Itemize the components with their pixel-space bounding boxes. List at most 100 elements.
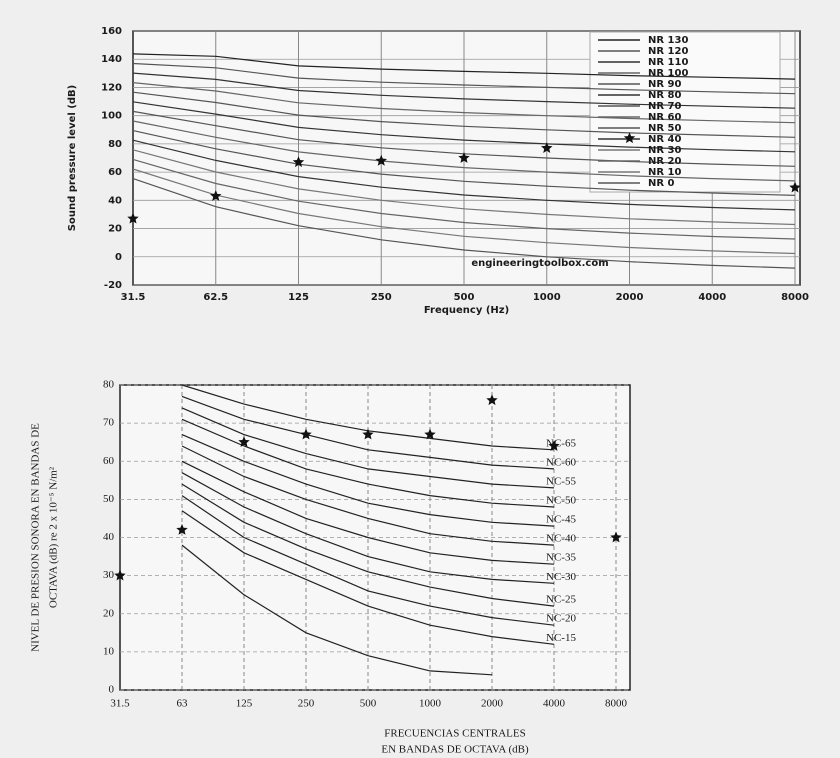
measured-point <box>238 436 250 447</box>
y-tick-label: 0 <box>109 684 115 696</box>
curve-label: NC-40 <box>546 533 576 545</box>
x-tick-label: 62.5 <box>203 292 228 303</box>
curve-label: NC-65 <box>546 437 576 449</box>
x-tick-label: 8000 <box>781 292 809 303</box>
x-axis-label: Frequency (Hz) <box>424 305 509 316</box>
x-tick-label: 250 <box>371 292 392 303</box>
legend-label: NR 90 <box>648 79 682 90</box>
curve <box>181 510 555 645</box>
measured-point <box>375 154 387 166</box>
curve-label: NC-30 <box>546 571 576 583</box>
legend-label: NR 50 <box>648 123 682 134</box>
x-tick-label: 250 <box>298 698 315 710</box>
x-tick-label: 4000 <box>698 292 726 303</box>
measured-point <box>176 523 188 535</box>
curve-label: NC-45 <box>546 514 576 526</box>
y-tick-label: 50 <box>103 493 115 505</box>
y-tick-label: 70 <box>103 417 115 429</box>
measured-point <box>210 190 222 201</box>
y-tick-label: 160 <box>101 26 122 37</box>
curve <box>132 130 796 196</box>
x-tick-label: 2000 <box>616 292 644 303</box>
curve <box>132 53 796 80</box>
x-tick-label: 31.5 <box>121 292 146 303</box>
y-tick-label: 20 <box>108 224 122 235</box>
measured-point <box>114 569 126 581</box>
y-tick-label: 20 <box>103 607 115 619</box>
curve <box>181 418 555 508</box>
x-tick-label: 1000 <box>533 292 561 303</box>
y-tick-label: 100 <box>101 111 122 122</box>
x-axis-label: EN BANDAS DE OCTAVA (dB) <box>381 744 529 756</box>
curve <box>181 495 555 626</box>
measured-point <box>486 394 498 406</box>
x-axis-label: FRECUENCIAS CENTRALES <box>384 728 526 740</box>
curve <box>132 158 796 240</box>
x-tick-label: 4000 <box>543 698 566 710</box>
legend-label: NR 100 <box>648 68 688 79</box>
y-axis-label: OCTAVA (dB) re 2 x 10⁻⁵ N/m² <box>48 466 60 608</box>
legend-label: NR 0 <box>648 178 675 189</box>
y-tick-label: 140 <box>101 54 122 65</box>
curve <box>181 460 555 565</box>
curve <box>181 434 555 527</box>
measured-point <box>789 181 801 193</box>
legend-label: NR 20 <box>648 156 682 167</box>
curve <box>132 149 796 226</box>
curve <box>181 395 555 470</box>
legend-label: NR 60 <box>648 112 682 123</box>
curve-label: NC-55 <box>546 475 576 487</box>
legend-label: NR 120 <box>648 46 688 57</box>
curve-label: NC-50 <box>546 495 576 507</box>
legend-label: NR 10 <box>648 167 682 178</box>
legend-label: NR 80 <box>648 90 682 101</box>
measured-point <box>292 156 305 168</box>
measured-point <box>127 212 139 224</box>
legend-label: NR 110 <box>648 57 688 68</box>
curve <box>132 168 796 255</box>
legend-label: NR 30 <box>648 145 682 156</box>
curve <box>132 91 796 138</box>
y-axis-label: NIVEL DE PRESION SONORA EN BANDAS DE <box>30 423 42 652</box>
curve <box>181 472 555 584</box>
y-tick-label: 60 <box>108 167 122 178</box>
measured-point <box>548 440 560 451</box>
nc-chart: 0 10 20 30 40 50 60 70 80 31.5 63 125 250 500 1000 2000… <box>30 379 631 756</box>
measured-point <box>424 428 436 440</box>
x-tick-label: 500 <box>360 698 377 710</box>
x-tick-label: 500 <box>454 292 475 303</box>
measured-point <box>458 152 470 163</box>
curve <box>132 72 796 109</box>
curve <box>132 82 796 124</box>
y-tick-label: 10 <box>103 645 115 657</box>
measured-point <box>610 531 622 543</box>
legend-label: NR 40 <box>648 134 682 145</box>
curve <box>181 483 555 607</box>
curve-label: NC-25 <box>546 594 576 606</box>
curve <box>132 101 796 153</box>
y-tick-label: -20 <box>104 280 122 291</box>
measured-point <box>541 142 553 153</box>
y-tick-label: 40 <box>108 195 122 206</box>
curve <box>181 407 555 489</box>
x-tick-label: 2000 <box>481 698 504 710</box>
legend-label: NR 130 <box>648 35 688 46</box>
legend-label: NR 70 <box>648 101 682 112</box>
curve <box>132 178 796 269</box>
y-tick-label: 0 <box>115 252 122 263</box>
y-tick-label: 40 <box>103 531 115 543</box>
y-axis-label: Sound pressure level (dB) <box>67 85 78 231</box>
curve <box>132 120 796 182</box>
annotation: engineeringtoolbox.com <box>471 258 608 269</box>
curve <box>181 445 555 546</box>
x-tick-label: 125 <box>288 292 309 303</box>
measured-point <box>362 428 374 440</box>
y-tick-label: 120 <box>101 82 122 93</box>
nr-chart: -20 0 20 40 60 80 100 120 140 160 31.5 62.5 125 250 50… <box>67 26 809 316</box>
measured-point <box>623 132 636 144</box>
y-tick-label: 80 <box>103 379 115 391</box>
curve <box>132 62 796 95</box>
x-tick-label: 8000 <box>605 698 628 710</box>
x-tick-label: 125 <box>236 698 253 710</box>
